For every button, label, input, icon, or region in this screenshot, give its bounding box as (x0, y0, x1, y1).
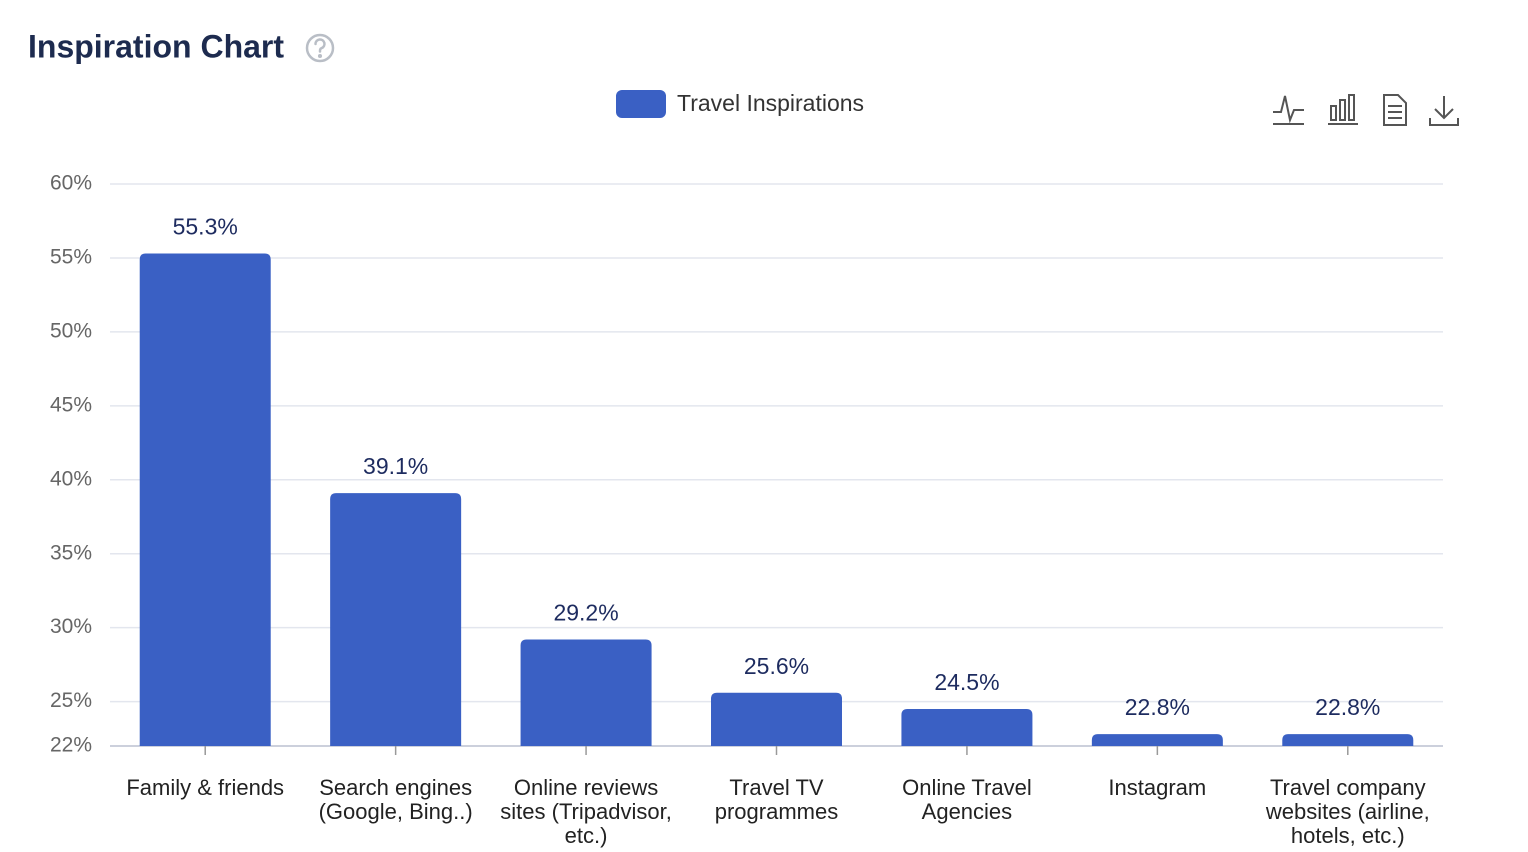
data-label: 25.6% (744, 653, 809, 679)
y-tick-label: 60% (50, 172, 92, 195)
data-label: 22.8% (1125, 694, 1190, 720)
bar (711, 692, 842, 746)
y-tick-label: 35% (50, 541, 92, 564)
data-icon[interactable] (1383, 94, 1407, 126)
y-tick-label: 40% (50, 467, 92, 490)
download-icon[interactable] (1429, 96, 1459, 126)
data-label: 39.1% (363, 453, 428, 479)
data-label: 24.5% (934, 669, 999, 695)
bar (1091, 734, 1223, 746)
bar (1282, 734, 1414, 746)
line-icon[interactable] (1273, 95, 1304, 125)
x-tick-label: Online Travel Agencies (902, 775, 1032, 824)
y-tick-label: 22% (50, 734, 92, 757)
data-label: 22.8% (1315, 694, 1380, 720)
bar (330, 493, 462, 746)
x-tick-label: Online reviews sites (Tripadvisor, etc.) (500, 775, 672, 848)
y-tick-label: 45% (50, 393, 92, 416)
help-icon[interactable] (305, 33, 335, 63)
data-label: 29.2% (553, 600, 618, 626)
x-tick-label: Travel TV programmes (714, 775, 839, 824)
chart-title: Inspiration Chart (28, 28, 284, 64)
bar-icon[interactable] (1328, 94, 1358, 125)
y-tick-label: 25% (50, 689, 92, 712)
y-tick-label: 30% (50, 615, 92, 638)
bar (139, 253, 271, 746)
legend-swatch[interactable] (616, 90, 666, 118)
data-label: 55.3% (173, 214, 238, 240)
y-tick-label: 50% (50, 319, 92, 342)
x-tick-label: Instagram (1108, 775, 1207, 800)
bar (901, 709, 1033, 746)
x-tick-label: Travel company websites (airline, hotels… (1265, 775, 1430, 848)
y-tick-label: 55% (50, 245, 92, 268)
toolbar (1273, 94, 1459, 126)
x-tick-label: Search engines (Google, Bing..) (318, 775, 473, 824)
x-tick-label: Family & friends (126, 775, 285, 800)
bar (520, 639, 652, 746)
legend-label[interactable]: Travel Inspirations (677, 90, 864, 116)
